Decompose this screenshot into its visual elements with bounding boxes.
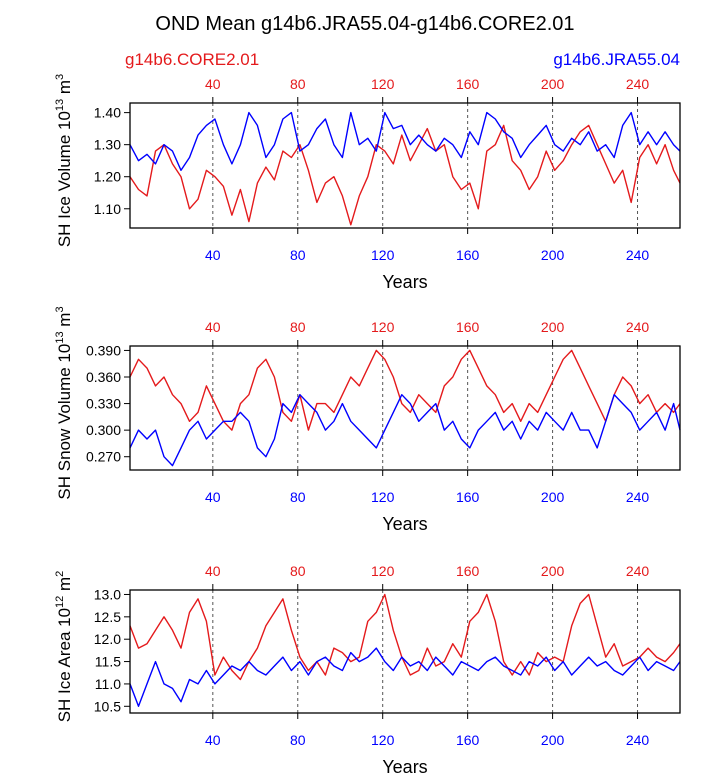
y-tick-label: 1.30 [94, 137, 121, 153]
x-tick-label-bottom: 120 [371, 732, 395, 748]
x-tick-label-top: 240 [626, 319, 650, 335]
plot-frame [129, 102, 681, 229]
x-tick-label-top: 120 [371, 319, 395, 335]
x-tick-label-top: 240 [626, 563, 650, 579]
x-tick-label-bottom: 240 [626, 247, 650, 263]
x-tick-label-top: 200 [541, 563, 565, 579]
y-tick-label: 11.5 [95, 654, 121, 670]
y-tick-label: 0.300 [86, 422, 121, 438]
x-axis-label: Years [382, 757, 427, 775]
legend-jra: g14b6.JRA55.04 [553, 50, 680, 69]
series-line-core [129, 124, 681, 226]
x-tick-label-top: 200 [541, 319, 565, 335]
x-tick-label-bottom: 120 [371, 247, 395, 263]
x-tick-label-top: 240 [626, 76, 650, 92]
x-tick-label-bottom: 200 [541, 732, 565, 748]
x-tick-label-bottom: 240 [626, 732, 650, 748]
series-line-core [129, 593, 681, 681]
panel-ice-area: 40 40 80 80 120 120 160 160 200 200 240 240 10.5 11.0… [54, 563, 681, 775]
y-tick-label: 0.360 [86, 369, 121, 385]
x-tick-label-bottom: 40 [205, 732, 221, 748]
series-line-jra [129, 394, 681, 467]
series-line-core [129, 349, 681, 431]
y-axis-label: SH Snow Volume 1013 m3 [54, 306, 74, 499]
x-tick-label-top: 40 [205, 319, 221, 335]
y-tick-label: 1.20 [94, 169, 121, 185]
series-line-jra [129, 647, 681, 707]
y-tick-label: 0.390 [86, 342, 121, 358]
y-tick-label: 0.330 [86, 396, 121, 412]
x-axis-label: Years [382, 272, 427, 292]
x-tick-label-top: 160 [456, 319, 480, 335]
y-tick-label: 13.0 [94, 586, 121, 602]
x-tick-label-top: 120 [371, 563, 395, 579]
y-axis-label: SH Ice Volume 1013 m3 [54, 74, 74, 247]
x-tick-label-bottom: 200 [541, 247, 565, 263]
x-axis-label: Years [382, 514, 427, 534]
x-tick-label-top: 160 [456, 563, 480, 579]
y-tick-label: 12.0 [94, 631, 121, 647]
x-tick-label-bottom: 80 [290, 732, 306, 748]
y-tick-label: 11.0 [95, 676, 121, 692]
x-tick-label-bottom: 200 [541, 489, 565, 505]
panel-snow-volume: 40 40 80 80 120 120 160 160 200 200 240 240 0.270 0.3… [54, 306, 681, 534]
y-tick-label: 1.10 [94, 201, 121, 217]
panel-ice-volume: 40 40 80 80 120 120 160 160 200 200 240 240 1.10 1.20… [54, 74, 681, 292]
x-tick-label-top: 80 [290, 76, 306, 92]
x-tick-label-top: 80 [290, 319, 306, 335]
series-line-jra [129, 111, 681, 172]
x-tick-label-top: 160 [456, 76, 480, 92]
figure-title: OND Mean g14b6.JRA55.04-g14b6.CORE2.01 [155, 13, 574, 35]
y-axis-label: SH Ice Area 1012 m2 [54, 571, 74, 723]
x-tick-label-top: 40 [205, 563, 221, 579]
y-tick-label: 10.5 [94, 698, 121, 714]
y-tick-label: 12.5 [94, 609, 121, 625]
x-tick-label-bottom: 80 [290, 247, 306, 263]
x-tick-label-top: 120 [371, 76, 395, 92]
x-tick-label-bottom: 240 [626, 489, 650, 505]
x-tick-label-top: 200 [541, 76, 565, 92]
x-tick-label-bottom: 160 [456, 732, 480, 748]
x-tick-label-bottom: 40 [205, 247, 221, 263]
x-tick-label-bottom: 160 [456, 247, 480, 263]
plot-frame [129, 345, 681, 471]
y-tick-label: 1.40 [94, 105, 121, 121]
x-tick-label-bottom: 80 [290, 489, 306, 505]
legend-core: g14b6.CORE2.01 [125, 50, 259, 69]
x-tick-label-top: 80 [290, 563, 306, 579]
x-tick-label-bottom: 120 [371, 489, 395, 505]
x-tick-label-bottom: 160 [456, 489, 480, 505]
plot-frame [129, 589, 681, 714]
y-tick-label: 0.270 [86, 449, 121, 465]
x-tick-label-top: 40 [205, 76, 221, 92]
x-tick-label-bottom: 40 [205, 489, 221, 505]
